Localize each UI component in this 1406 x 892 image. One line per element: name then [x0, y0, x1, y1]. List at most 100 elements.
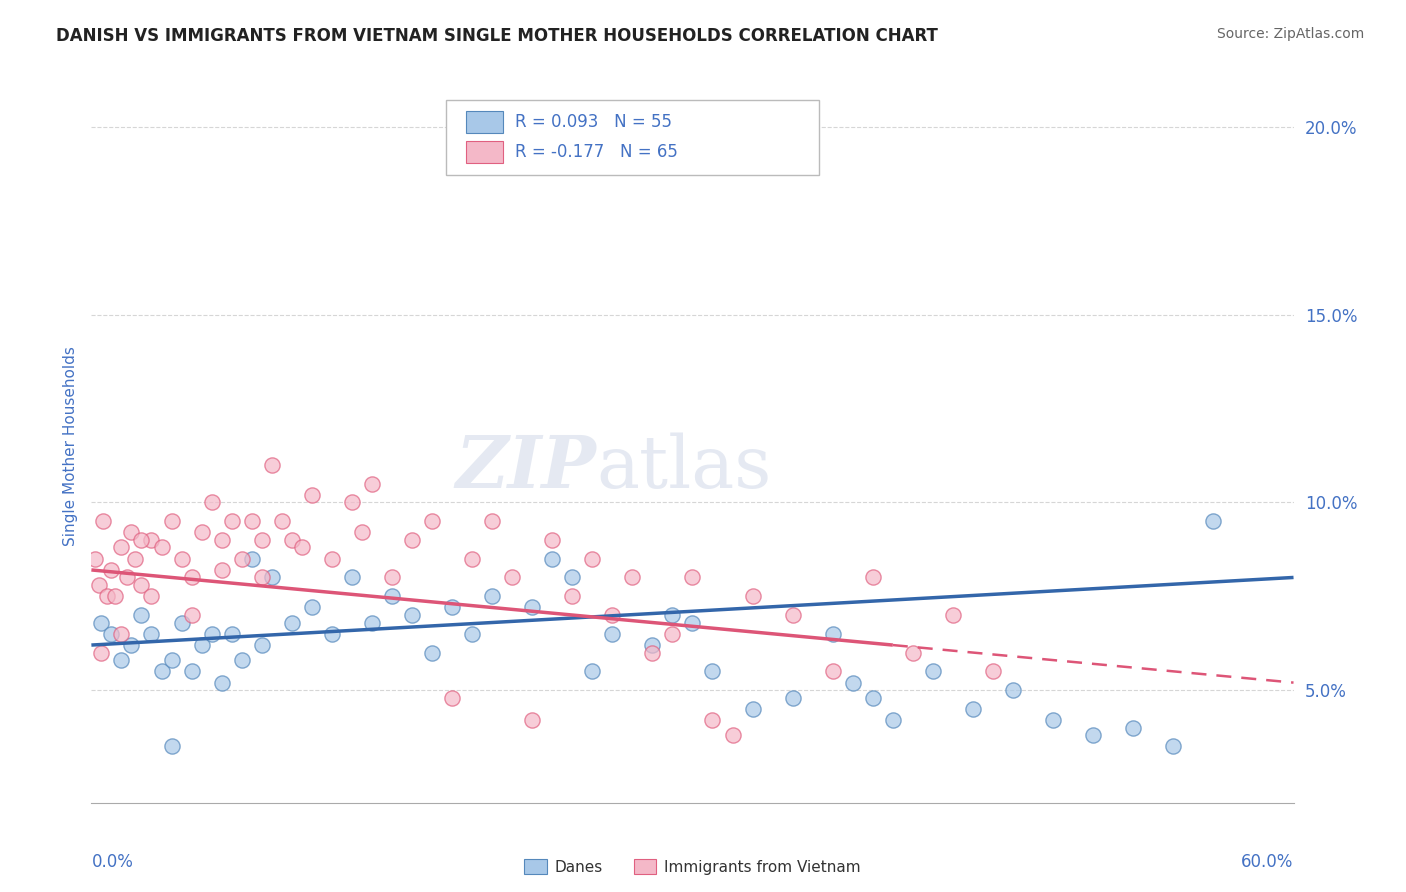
- Point: [481, 589, 503, 603]
- Point: [702, 713, 724, 727]
- Point: [581, 551, 603, 566]
- Point: [180, 570, 202, 584]
- Point: [441, 600, 464, 615]
- Point: [211, 533, 233, 547]
- Point: [461, 627, 484, 641]
- Point: [942, 607, 965, 622]
- Point: [180, 607, 202, 622]
- Point: [981, 665, 1004, 679]
- Point: [360, 476, 382, 491]
- Point: [301, 488, 323, 502]
- Point: [170, 551, 193, 566]
- Point: [782, 690, 804, 705]
- Bar: [467, 141, 502, 162]
- Point: [581, 665, 603, 679]
- Point: [150, 665, 173, 679]
- Text: Source: ZipAtlas.com: Source: ZipAtlas.com: [1216, 27, 1364, 41]
- Point: [340, 570, 363, 584]
- Point: [141, 533, 163, 547]
- Point: [321, 627, 343, 641]
- Point: [1083, 728, 1105, 742]
- Point: [360, 615, 382, 630]
- FancyBboxPatch shape: [446, 100, 818, 175]
- Point: [381, 570, 404, 584]
- Point: [641, 638, 664, 652]
- Point: [131, 533, 153, 547]
- Point: [160, 653, 183, 667]
- Point: [190, 525, 212, 540]
- Text: 0.0%: 0.0%: [91, 853, 134, 871]
- Point: [201, 495, 224, 509]
- Point: [250, 533, 273, 547]
- Point: [281, 615, 304, 630]
- Point: [340, 495, 363, 509]
- Point: [661, 607, 683, 622]
- Point: [782, 607, 804, 622]
- Point: [150, 541, 173, 555]
- Point: [1161, 739, 1184, 754]
- Point: [862, 570, 884, 584]
- Point: [401, 533, 423, 547]
- Point: [721, 728, 744, 742]
- Point: [602, 607, 624, 622]
- Point: [211, 675, 233, 690]
- Text: atlas: atlas: [596, 432, 772, 503]
- Point: [962, 702, 984, 716]
- Point: [250, 638, 273, 652]
- Point: [741, 589, 763, 603]
- Point: [602, 627, 624, 641]
- Text: ZIP: ZIP: [456, 432, 596, 503]
- Point: [862, 690, 884, 705]
- Point: [180, 665, 202, 679]
- Point: [281, 533, 304, 547]
- Point: [821, 665, 844, 679]
- Point: [641, 138, 664, 153]
- Point: [121, 638, 143, 652]
- Point: [291, 541, 314, 555]
- Point: [420, 514, 443, 528]
- Point: [110, 653, 132, 667]
- Point: [702, 665, 724, 679]
- Point: [121, 525, 143, 540]
- Point: [96, 589, 118, 603]
- Point: [240, 514, 263, 528]
- Point: [481, 514, 503, 528]
- Point: [231, 551, 253, 566]
- Point: [221, 514, 243, 528]
- Text: DANISH VS IMMIGRANTS FROM VIETNAM SINGLE MOTHER HOUSEHOLDS CORRELATION CHART: DANISH VS IMMIGRANTS FROM VIETNAM SINGLE…: [56, 27, 938, 45]
- Point: [401, 607, 423, 622]
- Point: [681, 615, 703, 630]
- Point: [350, 525, 373, 540]
- Point: [641, 646, 664, 660]
- Point: [160, 514, 183, 528]
- Point: [661, 627, 683, 641]
- Point: [100, 563, 122, 577]
- Point: [260, 570, 283, 584]
- Point: [882, 713, 904, 727]
- Point: [821, 627, 844, 641]
- Point: [201, 627, 224, 641]
- Point: [89, 578, 111, 592]
- Point: [141, 589, 163, 603]
- Text: 60.0%: 60.0%: [1241, 853, 1294, 871]
- Point: [301, 600, 323, 615]
- Point: [541, 533, 564, 547]
- Point: [501, 570, 523, 584]
- Point: [211, 563, 233, 577]
- Point: [441, 690, 464, 705]
- Legend: Danes, Immigrants from Vietnam: Danes, Immigrants from Vietnam: [517, 853, 868, 880]
- Text: R = 0.093   N = 55: R = 0.093 N = 55: [515, 113, 672, 131]
- Point: [381, 589, 404, 603]
- Point: [231, 653, 253, 667]
- Bar: [467, 112, 502, 133]
- Point: [104, 589, 127, 603]
- Point: [461, 551, 484, 566]
- Point: [922, 665, 945, 679]
- Point: [221, 627, 243, 641]
- Point: [170, 615, 193, 630]
- Y-axis label: Single Mother Households: Single Mother Households: [62, 346, 77, 546]
- Point: [240, 551, 263, 566]
- Point: [90, 615, 112, 630]
- Point: [90, 646, 112, 660]
- Point: [117, 570, 139, 584]
